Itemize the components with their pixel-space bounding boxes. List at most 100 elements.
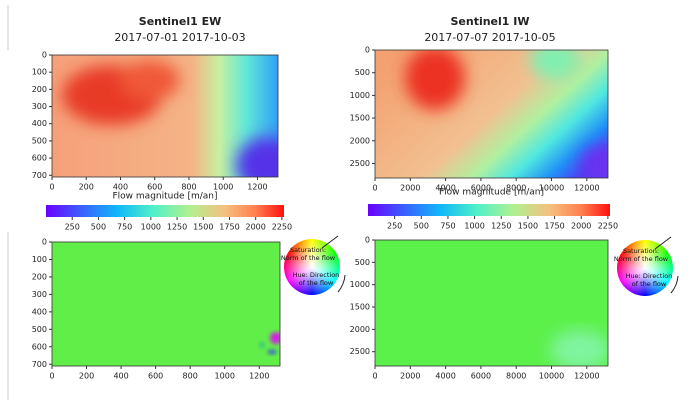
legend-text: of the flow [299, 279, 334, 287]
colorbar-tick-label: 2250 [598, 222, 618, 231]
y-tick-label: 2500 [350, 159, 370, 168]
x-tick-label: 0 [49, 372, 54, 381]
y-tick-label: 2000 [350, 136, 370, 145]
x-tick-label: 400 [113, 372, 128, 381]
wheel-arrow [654, 236, 679, 294]
colorbar-tick-label: 1250 [167, 223, 187, 232]
x-tick-label: 1200 [249, 372, 269, 381]
y-tick-label: 1500 [350, 303, 370, 312]
legend-text: Norm of the flow [614, 255, 669, 263]
y-tick-label: 100 [32, 68, 47, 77]
colorbar-tick-label: 1000 [464, 222, 484, 231]
y-tick-label: 0 [42, 51, 47, 60]
colorbar-tick-label: 1750 [544, 222, 564, 231]
colorbar-tick-label: 1250 [491, 222, 511, 231]
plot-frame [374, 49, 609, 179]
legend-text: Hue: Direction [626, 272, 673, 280]
y-tick-label: 2500 [350, 347, 370, 356]
x-tick-label: 10000 [539, 372, 564, 381]
y-tick-label: 600 [32, 154, 47, 163]
colorbar-tick-label: 2000 [571, 222, 591, 231]
y-tick-label: 1000 [350, 280, 370, 289]
chart-subtitle: 2017-07-01 2017-10-03 [114, 31, 245, 44]
x-tick-label: 0 [372, 372, 377, 381]
heatmap [52, 55, 278, 177]
colorbar-tick-label: 2000 [246, 223, 266, 232]
plot-frame [374, 239, 609, 367]
y-tick-label: 1000 [350, 91, 370, 100]
x-tick-label: 600 [147, 183, 162, 192]
x-tick-label: 10000 [539, 184, 564, 193]
colorbar-tick-label: 1750 [219, 223, 239, 232]
flow-direction-map [52, 242, 280, 366]
x-tick-label: 1200 [247, 183, 267, 192]
colorbar-tick-label: 1500 [193, 223, 213, 232]
chart-title: Sentinel1 EW [139, 15, 221, 28]
x-tick-label: 2000 [400, 184, 420, 193]
y-tick-label: 700 [32, 360, 47, 369]
y-tick-label: 200 [32, 85, 47, 94]
legend-text: Hue: Direction [293, 271, 340, 279]
x-tick-label: 1000 [213, 183, 233, 192]
x-tick-label: 8000 [506, 372, 526, 381]
x-tick-label: 8000 [506, 184, 526, 193]
y-tick-label: 200 [32, 272, 47, 281]
legend-text: Saturation: [623, 247, 659, 255]
x-tick-label: 4000 [435, 372, 455, 381]
plot-frame [51, 54, 279, 178]
y-tick-label: 300 [32, 102, 47, 111]
x-tick-label: 0 [372, 184, 377, 193]
x-tick-label: 2000 [400, 372, 420, 381]
color-wheel [617, 240, 673, 296]
y-tick-label: 500 [32, 325, 47, 334]
colorbar-tick-label: 2250 [272, 223, 292, 232]
y-tick-label: 400 [32, 119, 47, 128]
y-tick-label: 0 [42, 238, 47, 247]
y-tick-label: 2000 [350, 325, 370, 334]
y-tick-label: 700 [32, 171, 47, 180]
x-tick-label: 1000 [215, 372, 235, 381]
colorbar-tick-label: 1000 [141, 223, 161, 232]
x-tick-label: 800 [183, 372, 198, 381]
heatmap [375, 50, 608, 178]
colorbar-tick-label: 250 [65, 223, 80, 232]
y-tick-label: 500 [355, 68, 370, 77]
x-axis-label: Flow magnitude [m/an] [439, 188, 544, 198]
x-tick-label: 12000 [574, 184, 599, 193]
x-tick-label: 200 [79, 183, 94, 192]
y-tick-label: 600 [32, 342, 47, 351]
legend-text: Norm of the flow [281, 254, 336, 262]
x-tick-label: 0 [49, 183, 54, 192]
colorbar-tick-label: 500 [91, 223, 106, 232]
color-wheel [284, 239, 340, 295]
colorbar [46, 205, 284, 217]
wheel-arrow [321, 235, 346, 293]
chart-subtitle: 2017-07-07 2017-10-05 [424, 31, 555, 44]
colorbar-tick-label: 750 [440, 222, 455, 231]
legend-text: of the flow [632, 280, 667, 288]
y-tick-label: 300 [32, 290, 47, 299]
x-tick-label: 6000 [471, 372, 491, 381]
y-tick-label: 500 [355, 258, 370, 267]
colorbar-tick-label: 1500 [518, 222, 538, 231]
x-axis-label: Flow magnitude [m/an] [113, 192, 218, 202]
y-tick-label: 0 [365, 236, 370, 245]
x-tick-label: 200 [79, 372, 94, 381]
colorbar-tick-label: 500 [414, 222, 429, 231]
x-tick-label: 400 [113, 183, 128, 192]
colorbar [368, 204, 610, 216]
y-tick-label: 400 [32, 307, 47, 316]
y-tick-label: 100 [32, 255, 47, 264]
chart-title: Sentinel1 IW [450, 15, 529, 28]
x-tick-label: 6000 [471, 184, 491, 193]
x-tick-label: 12000 [574, 372, 599, 381]
y-tick-label: 0 [365, 46, 370, 55]
colorbar-tick-label: 750 [117, 223, 132, 232]
x-tick-label: 4000 [435, 184, 455, 193]
flow-direction-map [375, 240, 608, 366]
colorbar-tick-label: 250 [387, 222, 402, 231]
legend-text: Saturation: [290, 246, 326, 254]
plot-frame [51, 241, 281, 367]
